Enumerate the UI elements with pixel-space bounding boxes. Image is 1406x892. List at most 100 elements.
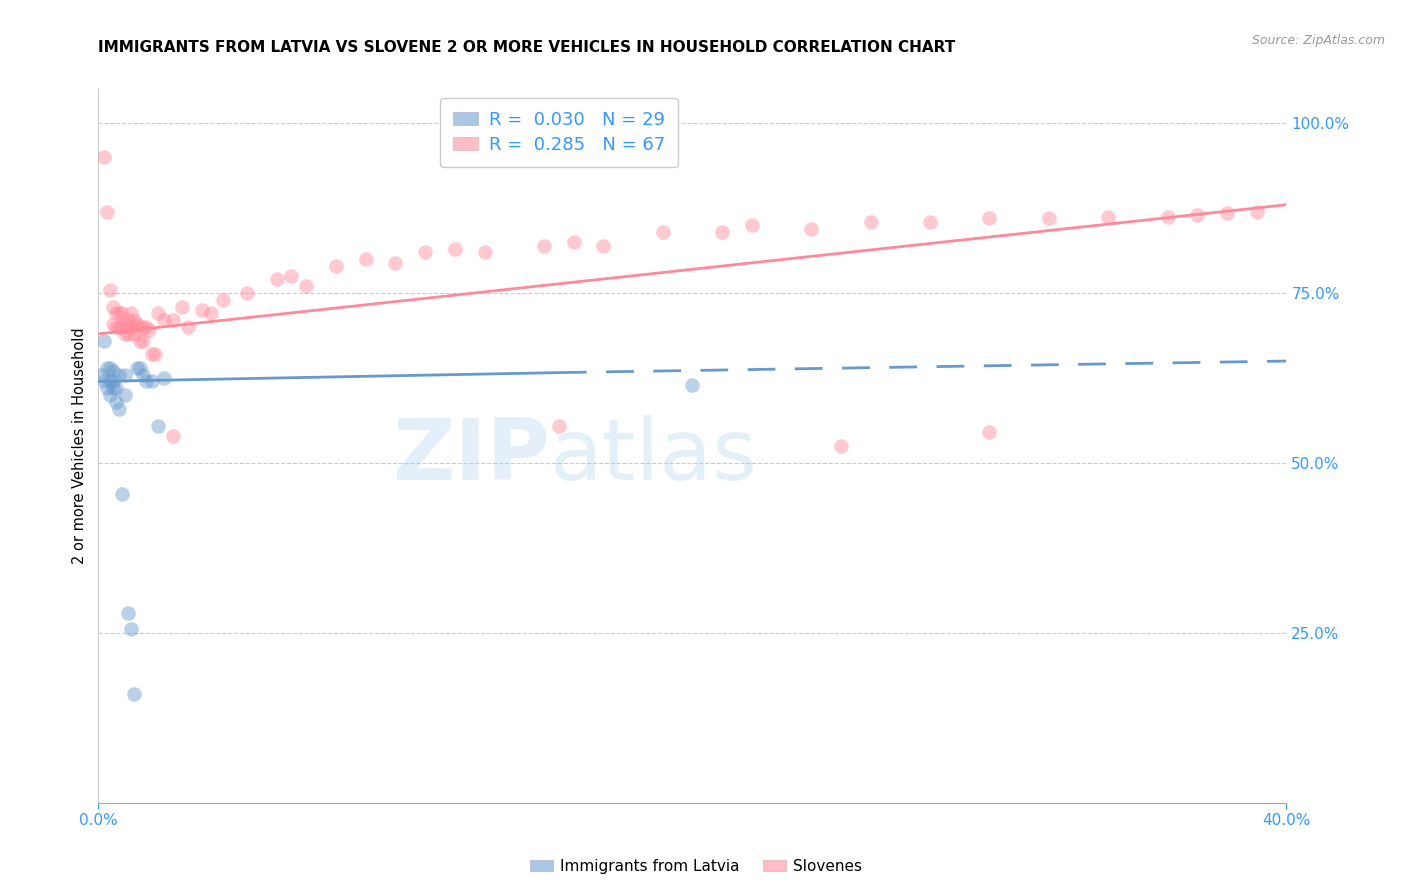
Point	[108, 306, 131, 320]
Point	[141, 375, 163, 389]
Point	[135, 320, 157, 334]
Point	[800, 221, 823, 235]
Point	[122, 313, 145, 327]
Point	[122, 687, 145, 701]
Point	[1156, 210, 1178, 224]
Point	[125, 317, 148, 331]
Point	[162, 429, 184, 443]
Point	[125, 320, 148, 334]
Point	[108, 401, 131, 416]
Point	[98, 283, 121, 297]
Point	[354, 252, 377, 266]
Point	[96, 381, 118, 395]
Point	[384, 255, 406, 269]
Point	[325, 259, 347, 273]
Point	[105, 320, 128, 334]
Point	[111, 486, 134, 500]
Point	[830, 439, 852, 453]
Point	[176, 320, 198, 334]
Point	[413, 245, 436, 260]
Point	[143, 347, 166, 361]
Point	[114, 326, 136, 341]
Point	[129, 360, 152, 375]
Point	[280, 269, 302, 284]
Point	[117, 326, 139, 341]
Point	[1246, 204, 1268, 219]
Point	[135, 375, 157, 389]
Point	[117, 320, 139, 334]
Point	[1216, 206, 1239, 220]
Point	[103, 375, 125, 389]
Point	[108, 368, 131, 382]
Point	[138, 323, 160, 337]
Point	[979, 425, 1001, 440]
Point	[682, 377, 704, 392]
Point	[191, 303, 214, 318]
Point	[122, 326, 145, 341]
Point	[103, 364, 125, 378]
Text: Source: ZipAtlas.com: Source: ZipAtlas.com	[1251, 34, 1385, 47]
Point	[103, 381, 125, 395]
Point	[146, 418, 169, 433]
Point	[443, 242, 465, 256]
Point	[103, 317, 125, 331]
Point	[152, 313, 174, 327]
Point	[141, 347, 163, 361]
Point	[114, 388, 136, 402]
Text: IMMIGRANTS FROM LATVIA VS SLOVENE 2 OR MORE VEHICLES IN HOUSEHOLD CORRELATION CH: IMMIGRANTS FROM LATVIA VS SLOVENE 2 OR M…	[98, 40, 956, 55]
Point	[105, 381, 128, 395]
Point	[132, 320, 155, 334]
Point	[212, 293, 235, 307]
Point	[859, 215, 882, 229]
Point	[146, 306, 169, 320]
Point	[114, 368, 136, 382]
Point	[98, 360, 121, 375]
Point	[200, 306, 222, 320]
Legend: R =  0.030   N = 29, R =  0.285   N = 67: R = 0.030 N = 29, R = 0.285 N = 67	[440, 98, 678, 167]
Y-axis label: 2 or more Vehicles in Household: 2 or more Vehicles in Household	[72, 327, 87, 565]
Point	[162, 313, 184, 327]
Point	[117, 313, 139, 327]
Point	[90, 368, 112, 382]
Point	[562, 235, 585, 249]
Point	[108, 320, 131, 334]
Point	[295, 279, 318, 293]
Point	[533, 238, 555, 252]
Point	[96, 360, 118, 375]
Point	[132, 368, 155, 382]
Point	[1187, 208, 1209, 222]
Point	[93, 150, 115, 164]
Text: atlas: atlas	[550, 415, 758, 499]
Point	[93, 334, 115, 348]
Point	[1097, 210, 1119, 224]
Point	[1038, 211, 1060, 226]
Point	[266, 272, 288, 286]
Point	[132, 334, 155, 348]
Point	[120, 623, 142, 637]
Point	[105, 306, 128, 320]
Point	[111, 306, 134, 320]
Point	[741, 218, 763, 232]
Point	[711, 225, 734, 239]
Point	[170, 300, 193, 314]
Point	[129, 334, 152, 348]
Point	[103, 300, 125, 314]
Point	[98, 388, 121, 402]
Point	[105, 394, 128, 409]
Point	[120, 306, 142, 320]
Point	[96, 204, 118, 219]
Point	[474, 245, 496, 260]
Point	[979, 211, 1001, 226]
Point	[114, 317, 136, 331]
Point	[93, 375, 115, 389]
Point	[111, 320, 134, 334]
Point	[236, 286, 259, 301]
Text: ZIP: ZIP	[392, 415, 550, 499]
Point	[651, 225, 673, 239]
Point	[547, 418, 569, 433]
Point	[120, 320, 142, 334]
Point	[592, 238, 614, 252]
Point	[117, 606, 139, 620]
Point	[125, 360, 148, 375]
Legend: Immigrants from Latvia, Slovenes: Immigrants from Latvia, Slovenes	[523, 853, 869, 880]
